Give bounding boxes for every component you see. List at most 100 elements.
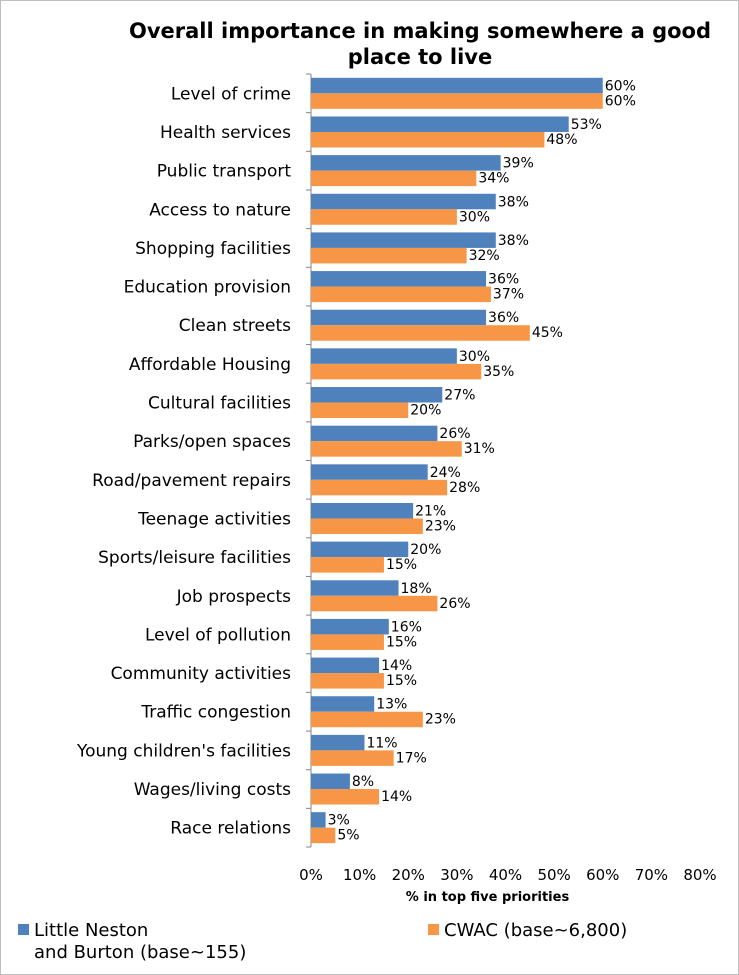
data-label-series-1: 3% bbox=[328, 813, 350, 829]
category-label: Wages/living costs bbox=[134, 780, 291, 800]
category-label: Health services bbox=[160, 123, 291, 143]
category-label: Road/pavement repairs bbox=[92, 471, 291, 491]
x-tick-label: 80% bbox=[683, 866, 716, 884]
data-label-series-1: 38% bbox=[498, 194, 529, 210]
x-tick-label: 70% bbox=[635, 866, 668, 884]
data-label-series-1: 13% bbox=[376, 697, 407, 713]
bar-series-2 bbox=[311, 93, 603, 109]
data-label-series-1: 38% bbox=[498, 233, 529, 249]
x-axis-label: % in top five priorities bbox=[406, 890, 570, 905]
category-label: Sports/leisure facilities bbox=[98, 548, 291, 568]
data-label-series-2: 48% bbox=[546, 132, 577, 148]
data-label-series-1: 18% bbox=[401, 581, 432, 597]
bar-series-2 bbox=[311, 363, 482, 380]
x-tick-label: 30% bbox=[440, 866, 473, 884]
bar-series-2 bbox=[311, 209, 457, 225]
bar-series-1 bbox=[311, 425, 438, 442]
legend-swatch-series-2 bbox=[428, 924, 439, 935]
bar-series-2 bbox=[311, 827, 336, 844]
legend-label-series-1-line-2: and Burton (base~155) bbox=[34, 942, 247, 963]
data-label-series-2: 60% bbox=[605, 93, 636, 109]
data-label-series-2: 32% bbox=[469, 248, 500, 264]
data-label-series-1: 36% bbox=[488, 310, 519, 326]
data-label-series-1: 36% bbox=[488, 272, 519, 288]
data-label-series-2: 28% bbox=[449, 480, 480, 496]
bar-series-2 bbox=[311, 557, 384, 573]
data-label-series-1: 30% bbox=[459, 349, 490, 365]
x-tick-label: 0% bbox=[299, 866, 323, 884]
bar-series-2 bbox=[311, 595, 438, 612]
data-label-series-1: 14% bbox=[381, 658, 412, 674]
data-label-series-2: 20% bbox=[410, 403, 441, 419]
category-label: Traffic congestion bbox=[140, 703, 291, 723]
x-tick-label: 10% bbox=[343, 866, 376, 884]
bar-series-1 bbox=[311, 193, 496, 210]
data-label-series-2: 14% bbox=[381, 789, 412, 805]
legend-label-series-2: CWAC (base~6,800) bbox=[444, 920, 628, 941]
bar-series-1 bbox=[311, 348, 457, 364]
category-label: Level of crime bbox=[171, 84, 291, 104]
data-label-series-2: 23% bbox=[425, 712, 456, 728]
x-tick-label: 40% bbox=[489, 866, 522, 884]
data-label-series-2: 17% bbox=[396, 750, 427, 766]
bar-series-2 bbox=[311, 711, 423, 728]
data-label-series-2: 37% bbox=[493, 287, 524, 303]
bar-series-1 bbox=[311, 387, 443, 403]
data-label-series-1: 24% bbox=[430, 465, 461, 481]
bar-series-2 bbox=[311, 479, 448, 496]
bar-series-2 bbox=[311, 247, 467, 264]
category-label: Cultural facilities bbox=[148, 394, 291, 414]
category-label: Parks/open spaces bbox=[133, 432, 291, 452]
data-label-series-1: 11% bbox=[366, 735, 397, 751]
data-label-series-2: 15% bbox=[386, 634, 417, 650]
bar-series-1 bbox=[311, 116, 569, 132]
bar-series-2 bbox=[311, 750, 394, 766]
data-label-series-2: 26% bbox=[439, 596, 470, 612]
legend-item-series-2: CWAC (base~6,800) bbox=[428, 920, 627, 942]
category-label: Community activities bbox=[111, 664, 292, 684]
bar-series-1 bbox=[311, 773, 350, 790]
category-label: Level of pollution bbox=[145, 625, 291, 645]
data-label-series-2: 35% bbox=[483, 364, 514, 380]
category-label: Young children's facilities bbox=[76, 741, 291, 761]
data-label-series-1: 53% bbox=[571, 117, 602, 133]
category-label: Education provision bbox=[124, 278, 291, 298]
chart-title: Overall importance in making somewhere a… bbox=[128, 19, 711, 69]
bar-series-1 bbox=[311, 618, 389, 635]
bar-series-2 bbox=[311, 325, 530, 341]
x-tick-label: 50% bbox=[537, 866, 570, 884]
bar-series-1 bbox=[311, 734, 365, 751]
data-label-series-2: 30% bbox=[459, 209, 490, 225]
category-label: Access to nature bbox=[149, 200, 291, 220]
data-label-series-1: 60% bbox=[605, 78, 636, 94]
category-label: Teenage activities bbox=[137, 509, 291, 529]
bar-series-2 bbox=[311, 131, 545, 148]
bar-series-2 bbox=[311, 170, 477, 187]
bar-series-1 bbox=[311, 502, 414, 519]
data-label-series-2: 23% bbox=[425, 518, 456, 534]
x-tick-label: 60% bbox=[586, 866, 619, 884]
category-label: Shopping facilities bbox=[135, 239, 291, 259]
bar-series-1 bbox=[311, 696, 375, 712]
bar-series-1 bbox=[311, 309, 487, 326]
data-label-series-2: 31% bbox=[464, 441, 495, 457]
bar-series-2 bbox=[311, 518, 423, 534]
bar-series-1 bbox=[311, 271, 487, 287]
data-label-series-2: 34% bbox=[478, 171, 509, 187]
bar-series-2 bbox=[311, 789, 380, 805]
bar-series-2 bbox=[311, 286, 491, 303]
bar-series-1 bbox=[311, 812, 326, 828]
bar-series-2 bbox=[311, 673, 384, 689]
category-label: Public transport bbox=[157, 162, 292, 182]
data-label-series-1: 39% bbox=[503, 156, 534, 172]
category-label: Race relations bbox=[170, 819, 291, 839]
legend-swatch-series-1 bbox=[18, 924, 29, 935]
x-tick-label: 20% bbox=[392, 866, 425, 884]
data-label-series-1: 21% bbox=[415, 503, 446, 519]
bar-series-1 bbox=[311, 77, 603, 94]
data-label-series-2: 15% bbox=[386, 673, 417, 689]
bar-series-2 bbox=[311, 441, 462, 457]
bar-series-1 bbox=[311, 464, 428, 480]
category-label: Job prospects bbox=[176, 587, 292, 607]
